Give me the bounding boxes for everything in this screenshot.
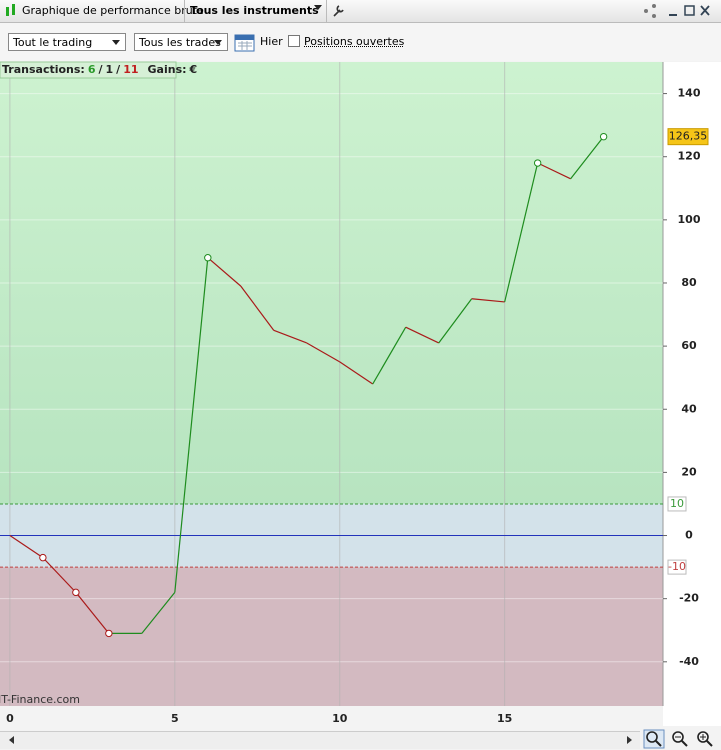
checkbox[interactable] (288, 35, 300, 47)
line-segment (75, 591, 110, 634)
line-segment (339, 361, 374, 385)
summary-part: Transactions: (2, 63, 85, 76)
line-segment (240, 285, 275, 331)
settings-icon[interactable] (331, 4, 345, 18)
threshold-label: -10 (668, 560, 686, 573)
y-tick-label: 40 (681, 402, 697, 415)
trade-marker (599, 132, 608, 141)
chart: -40 -20 0 20 40 60 80 100 120 140 0 5 10 15 10 -10 126,3… (0, 61, 721, 726)
x-tick-label: 10 (332, 712, 348, 725)
line-segment (174, 257, 209, 593)
summary-part: / (116, 63, 121, 76)
y-tick-label: 140 (678, 87, 701, 100)
zoom-controls[interactable] (643, 729, 718, 749)
y-tick-label: 20 (681, 465, 697, 478)
line-segment (570, 136, 605, 180)
x-tick-label: 5 (171, 712, 179, 725)
last-value-box (667, 128, 709, 146)
title-bar: Graphique de performance brute Tous les … (0, 0, 721, 23)
summary-part: Gains: (148, 63, 187, 76)
y-tick-label: 60 (681, 339, 697, 352)
x-tick-label: 15 (497, 712, 512, 725)
y-tick-label: -20 (679, 592, 699, 605)
y-tick-label: -40 (679, 655, 699, 668)
line-segment (9, 535, 44, 559)
y-tick-label: 100 (678, 213, 701, 226)
window-controls[interactable] (640, 2, 710, 20)
line-segment (207, 257, 242, 287)
line-segment (438, 298, 473, 344)
line-segment (141, 591, 176, 634)
line-segment (537, 162, 571, 180)
summary-part: / (98, 63, 103, 76)
y-tick-label: 120 (678, 150, 701, 163)
y-tick-label: 0 (685, 529, 693, 542)
summary-part: 6 (88, 63, 96, 76)
threshold-box (667, 496, 687, 512)
zone-above (0, 62, 663, 504)
calendar-icon[interactable] (234, 32, 256, 52)
window-title: Graphique de performance brute (22, 4, 204, 17)
open-positions-label[interactable]: Positions ouvertes (304, 35, 405, 48)
threshold-box (667, 559, 687, 575)
trade-marker (204, 254, 212, 262)
threshold-label: 10 (670, 497, 684, 510)
trade-marker (533, 159, 542, 167)
summary: Transactions: 6/1/11 Gains: € (0, 61, 197, 79)
line-segment (372, 326, 407, 385)
summary-text: Transactions: 6/1/11 Gains: € (2, 63, 197, 76)
trade-marker (72, 588, 80, 597)
line-segment (273, 329, 307, 344)
filter-bar: Tout le trading Tous les trades Hier Pos… (0, 23, 721, 61)
summary-part: 1 (106, 63, 114, 76)
line-segment (471, 298, 505, 303)
zone-below (0, 567, 663, 706)
summary-part: 11 (123, 63, 138, 76)
summary-box (0, 61, 177, 79)
period-select[interactable]: Tout le trading (8, 33, 126, 51)
trade-marker (39, 553, 47, 562)
y-tick-label: 80 (681, 276, 697, 289)
app-icon (6, 4, 15, 16)
line-segment (504, 162, 539, 303)
trade-marker (105, 629, 113, 638)
axis-panel (663, 62, 721, 726)
line-segment (42, 557, 77, 593)
line-segment (405, 326, 439, 344)
x-tick-label: 0 (6, 712, 14, 725)
last-value-label: 126,35 (669, 130, 708, 143)
date-label: Hier (260, 35, 283, 48)
instrument-menu[interactable]: Tous les instruments (190, 4, 319, 17)
line-segment (306, 342, 341, 363)
watermark: IT-Finance.com (0, 693, 80, 706)
scrollbar[interactable] (0, 731, 640, 749)
trades-select[interactable]: Tous les trades (134, 33, 228, 51)
summary-part: € (189, 63, 198, 76)
